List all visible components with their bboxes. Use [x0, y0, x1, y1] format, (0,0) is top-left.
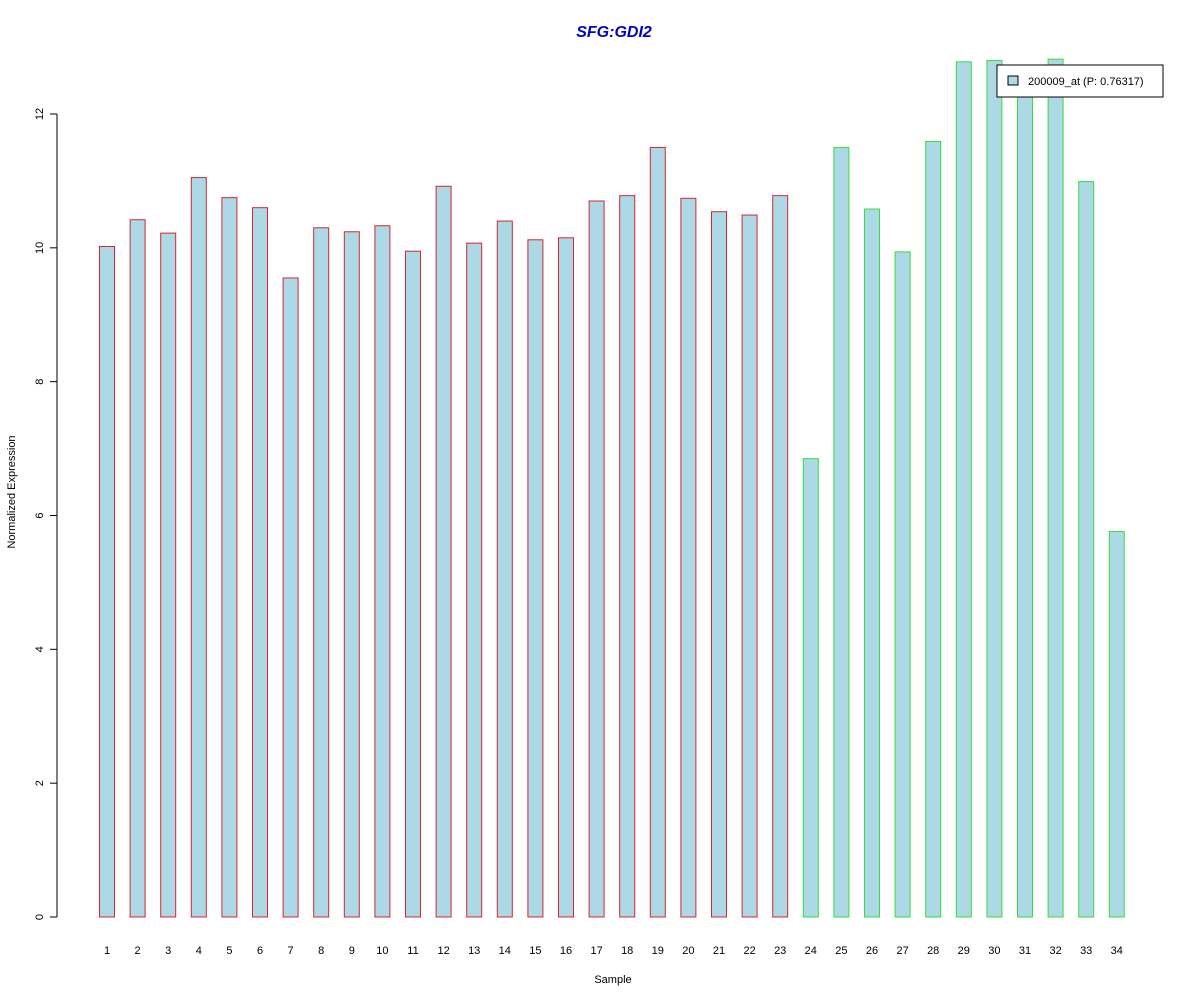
- bar: [405, 250, 421, 918]
- bar: [558, 237, 574, 918]
- x-tick-label: 13: [468, 945, 480, 957]
- bar: [313, 227, 330, 918]
- bar: [802, 458, 819, 918]
- x-axis-labels: 1 2 3 4 5 6 7 8 9 10 11 12 13 14 15 16 17 18 19 20 21 22 23 24 2…: [104, 945, 1123, 957]
- x-tick-label: 4: [196, 945, 202, 957]
- x-tick-label: 1: [104, 945, 110, 957]
- bar: [527, 239, 544, 918]
- bar: [680, 197, 697, 918]
- y-tick-label: 8: [34, 379, 46, 385]
- x-tick-label: 9: [349, 945, 355, 957]
- bar: [833, 146, 850, 918]
- x-tick-label: 17: [590, 945, 602, 957]
- y-tick-label: 0: [34, 914, 46, 920]
- bar: [1108, 531, 1125, 918]
- y-tick-label: 10: [34, 242, 46, 254]
- x-tick-label: 6: [257, 945, 263, 957]
- x-tick-label: 21: [713, 945, 725, 957]
- x-tick-label: 10: [376, 945, 388, 957]
- y-axis: 0 2 4 6 8 10 12: [34, 108, 58, 920]
- bar: [986, 59, 1003, 918]
- bar: [374, 225, 391, 918]
- x-tick-label: 25: [835, 945, 847, 957]
- legend: 200009_at (P: 0.76317): [996, 64, 1164, 98]
- bar: [711, 211, 727, 918]
- bar: [588, 200, 605, 918]
- bar: [221, 197, 238, 918]
- bar: [864, 208, 880, 918]
- x-tick-label: 19: [652, 945, 664, 957]
- bar: [99, 246, 115, 918]
- x-tick-label: 24: [805, 945, 817, 957]
- legend-swatch: [1007, 75, 1019, 86]
- bar: [772, 195, 789, 918]
- y-tick-label: 2: [34, 780, 46, 786]
- legend-label: 200009_at (P: 0.76317): [1028, 76, 1144, 88]
- x-tick-label: 29: [958, 945, 970, 957]
- x-tick-label: 8: [318, 945, 324, 957]
- y-axis-title: Normalized Expression: [6, 435, 18, 548]
- bar: [649, 146, 666, 918]
- bar: [925, 140, 942, 918]
- x-axis-title: Sample: [594, 974, 631, 986]
- bar: [1017, 86, 1033, 918]
- y-tick-label: 12: [34, 108, 46, 120]
- x-tick-label: 7: [288, 945, 294, 957]
- x-tick-label: 20: [682, 945, 694, 957]
- bar: [190, 177, 207, 918]
- legend-box: [996, 64, 1164, 98]
- bar: [496, 220, 513, 918]
- x-tick-label: 5: [226, 945, 232, 957]
- y-tick-label: 6: [34, 512, 46, 518]
- x-tick-label: 22: [743, 945, 755, 957]
- y-tick-label: 4: [34, 646, 46, 652]
- x-tick-label: 30: [988, 945, 1000, 957]
- bar: [343, 231, 360, 918]
- bar: [129, 219, 146, 918]
- bar: [160, 232, 177, 918]
- bar: [894, 251, 911, 918]
- x-tick-label: 11: [407, 945, 418, 957]
- bar: [955, 61, 972, 918]
- x-tick-label: 33: [1080, 945, 1092, 957]
- x-tick-label: 12: [437, 945, 449, 957]
- bar: [1047, 58, 1064, 918]
- x-tick-label: 31: [1019, 945, 1031, 957]
- x-tick-label: 26: [866, 945, 878, 957]
- chart-title: SFG:GDI2: [576, 24, 652, 41]
- x-tick-label: 16: [560, 945, 572, 957]
- x-tick-label: 32: [1049, 945, 1061, 957]
- x-tick-label: 27: [896, 945, 908, 957]
- x-tick-label: 2: [135, 945, 141, 957]
- bar: [435, 185, 452, 918]
- bar: [1078, 181, 1095, 918]
- x-tick-label: 3: [165, 945, 171, 957]
- bar: [252, 207, 268, 918]
- x-tick-label: 15: [529, 945, 541, 957]
- x-tick-label: 28: [927, 945, 939, 957]
- bars-group: [99, 58, 1125, 918]
- bar: [619, 195, 636, 918]
- bar: [466, 242, 483, 918]
- x-tick-label: 23: [774, 945, 786, 957]
- x-tick-label: 18: [621, 945, 633, 957]
- bar: [282, 277, 299, 918]
- bar: [741, 214, 758, 918]
- x-tick-label: 14: [499, 945, 511, 957]
- x-tick-label: 34: [1111, 945, 1123, 957]
